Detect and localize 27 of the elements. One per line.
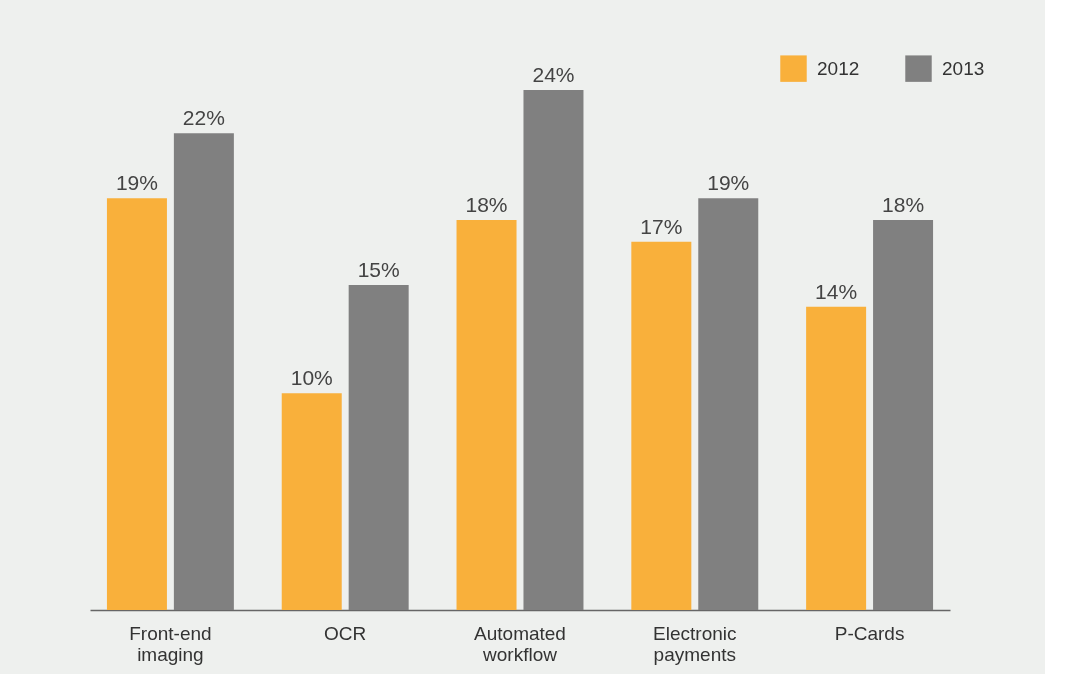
bar [456, 220, 517, 610]
data-label: 19% [115, 171, 158, 195]
data-label: 10% [290, 366, 333, 390]
x-tick-label: OCR [324, 622, 367, 644]
bar [806, 306, 867, 610]
bar [631, 241, 692, 610]
x-tick-label: P-Cards [834, 622, 905, 644]
x-tick-label: Front-end imaging [129, 622, 212, 665]
data-label: 15% [357, 258, 400, 281]
bar [106, 198, 167, 610]
x-tick-label: Automated workflow [474, 622, 566, 665]
x-tick-label: Electronic payments [653, 622, 737, 665]
bar [348, 285, 409, 610]
data-label: 18% [882, 193, 925, 216]
data-label: 14% [815, 279, 858, 303]
data-label: 22% [182, 106, 225, 130]
data-label: 18% [465, 193, 508, 216]
bar [281, 393, 342, 610]
bar [523, 90, 584, 610]
data-label: 24% [532, 63, 575, 86]
bar [173, 133, 234, 610]
legend-label: 2013 [942, 57, 985, 79]
data-label: 17% [640, 214, 683, 238]
legend-label: 2012 [817, 57, 860, 79]
data-label: 19% [707, 171, 750, 195]
bar [698, 198, 759, 610]
bar [873, 220, 934, 610]
